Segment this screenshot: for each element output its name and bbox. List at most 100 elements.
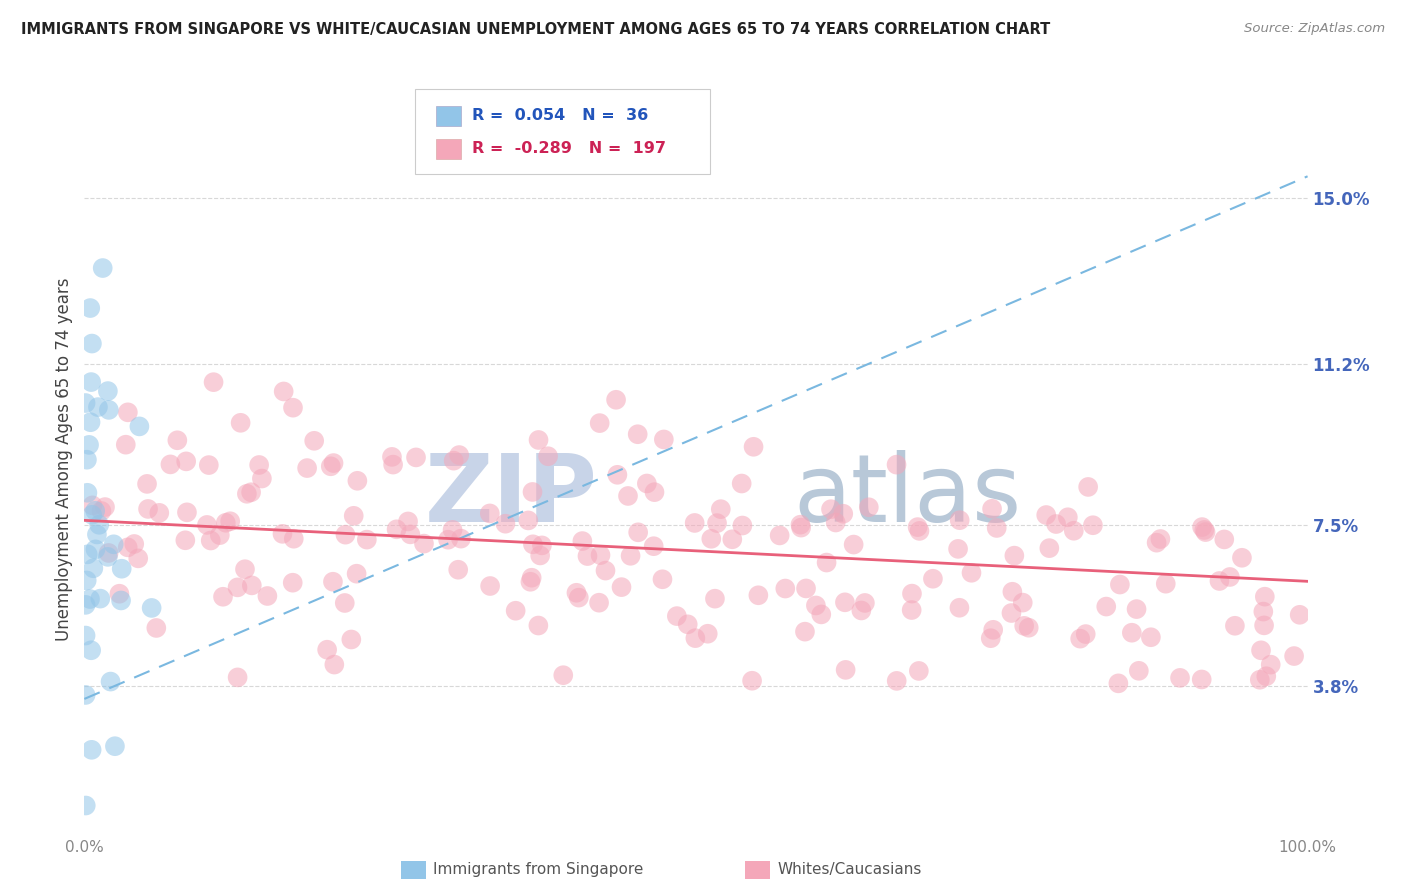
Point — [1018, 621, 1040, 635]
Point — [576, 549, 599, 563]
Point — [1230, 550, 1253, 565]
Point — [858, 500, 880, 515]
Point — [79, 301, 101, 315]
Point — [946, 541, 969, 556]
Point — [82, 561, 104, 575]
Point — [617, 489, 640, 503]
Point — [104, 739, 127, 754]
Point — [443, 453, 465, 467]
Point — [215, 516, 238, 530]
Point — [1250, 643, 1272, 657]
Point — [517, 513, 540, 527]
Point — [97, 546, 120, 560]
Point — [110, 593, 132, 607]
Y-axis label: Unemployment Among Ages 65 to 74 years: Unemployment Among Ages 65 to 74 years — [55, 277, 73, 641]
Point — [90, 504, 112, 518]
Point — [886, 673, 908, 688]
Text: ZIP: ZIP — [425, 450, 598, 542]
Point — [323, 657, 346, 672]
Point — [174, 454, 197, 468]
Point — [1256, 669, 1278, 683]
Point — [981, 623, 1004, 637]
Point — [568, 591, 591, 605]
Point — [1121, 625, 1143, 640]
Point — [198, 458, 221, 472]
Point — [79, 592, 101, 607]
Point — [128, 419, 150, 434]
Point — [97, 403, 120, 417]
Point — [117, 405, 139, 419]
Point — [589, 548, 612, 562]
Point — [529, 549, 551, 563]
Point — [1191, 520, 1213, 534]
Point — [208, 528, 231, 542]
Point — [1109, 577, 1132, 591]
Point — [405, 450, 427, 465]
Point — [271, 526, 294, 541]
Point — [212, 590, 235, 604]
Point — [820, 502, 842, 516]
Point — [588, 596, 610, 610]
Point — [159, 458, 181, 472]
Point — [319, 459, 342, 474]
Point — [747, 588, 769, 602]
Point — [494, 516, 516, 531]
Point — [449, 448, 471, 462]
Point — [75, 396, 97, 410]
Point — [1056, 510, 1078, 524]
Point — [505, 604, 527, 618]
Point — [479, 579, 502, 593]
Point — [731, 476, 754, 491]
Point — [537, 449, 560, 463]
Point — [247, 458, 270, 472]
Point — [853, 596, 876, 610]
Point — [176, 505, 198, 519]
Point — [652, 433, 675, 447]
Point — [195, 517, 218, 532]
Point — [520, 571, 543, 585]
Point — [1194, 523, 1216, 537]
Point — [80, 375, 103, 389]
Point — [1194, 525, 1216, 540]
Point — [233, 562, 256, 576]
Point — [900, 603, 922, 617]
Point — [283, 532, 305, 546]
Point — [804, 599, 827, 613]
Point — [1069, 632, 1091, 646]
Point — [1282, 648, 1305, 663]
Point — [335, 527, 357, 541]
Point — [605, 392, 627, 407]
Point — [250, 471, 273, 485]
Point — [842, 537, 865, 551]
Point — [75, 628, 97, 642]
Point — [1208, 574, 1230, 588]
Text: R =  -0.289   N =  197: R = -0.289 N = 197 — [472, 142, 666, 156]
Point — [1012, 619, 1035, 633]
Point — [731, 518, 754, 533]
Point — [103, 537, 125, 551]
Text: atlas: atlas — [794, 450, 1022, 542]
Point — [769, 528, 792, 542]
Point — [696, 626, 718, 640]
Point — [302, 434, 325, 448]
Point — [219, 514, 242, 528]
Point — [522, 537, 544, 551]
Point — [447, 563, 470, 577]
Point — [80, 336, 103, 351]
Point — [166, 434, 188, 448]
Point — [114, 438, 136, 452]
Point — [810, 607, 832, 622]
Point — [789, 517, 811, 532]
Point — [949, 513, 972, 527]
Point — [229, 416, 252, 430]
Point — [1254, 590, 1277, 604]
Point — [82, 499, 104, 513]
Point — [1107, 676, 1129, 690]
Point — [851, 603, 873, 617]
Point — [948, 600, 970, 615]
Point — [82, 508, 104, 522]
Point — [97, 549, 120, 564]
Point — [1035, 508, 1057, 522]
Point — [450, 532, 472, 546]
Point — [94, 500, 117, 514]
